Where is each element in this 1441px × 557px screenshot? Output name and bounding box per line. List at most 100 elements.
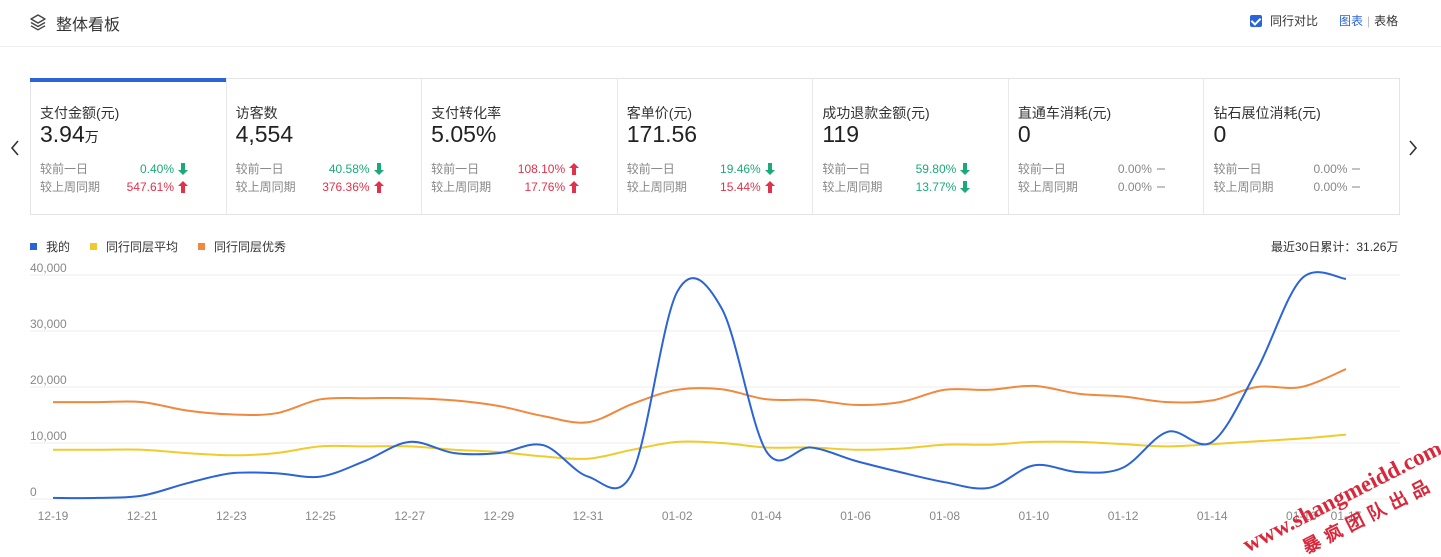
series-line-peer-top[interactable] (52, 368, 1347, 424)
compare-label: 较上周同期 (40, 180, 101, 194)
compare-label: 较上周同期 (431, 180, 492, 194)
chevron-right-icon[interactable] (1406, 138, 1420, 158)
y-tick-label: 30,000 (30, 317, 67, 331)
compare-value: 0.00% (1117, 179, 1152, 194)
compare-label: 较上周同期 (1017, 180, 1078, 194)
compare-prev-week: 较上周同期 15.44% (627, 178, 775, 195)
page-title: 整体看板 (56, 17, 121, 34)
arrow-up-icon (178, 180, 188, 193)
compare-label: 较上周同期 (235, 180, 296, 194)
dash-icon (1352, 185, 1361, 188)
compare-label: 较前一日 (626, 162, 675, 176)
trend-line-chart: 0 10,000 20,000 30,000 40,000 12-19 12-21 12-23… (30, 261, 1400, 523)
compare-value: 13.77% (915, 179, 957, 194)
x-tick-label: 01-14 (1197, 509, 1228, 523)
x-tick-label: 12-23 (216, 509, 247, 523)
compare-prev-day: 较前一日 0.00% (1213, 160, 1361, 177)
kpi-number: 171.56 (626, 121, 698, 147)
series-line-peer-avg[interactable] (52, 433, 1347, 460)
layers-icon (30, 14, 46, 31)
kpi-card[interactable]: 访客数 4,554 较前一日 40.58% 较上周同期 376.36% (227, 79, 423, 214)
legend-label-peer-top: 同行同层优秀 (214, 240, 287, 254)
kpi-value: 5.05% (431, 121, 496, 148)
x-tick-label: 12-25 (305, 509, 336, 523)
compare-prev-day: 较前一日 59.80% (822, 160, 971, 177)
view-separator: | (1367, 13, 1371, 28)
kpi-label: 支付金额(元) (40, 105, 120, 121)
kpi-number: 119 (822, 121, 859, 147)
legend-item-peer-top[interactable]: 同行同层优秀 (198, 238, 286, 255)
compare-label: 较前一日 (235, 162, 284, 176)
x-tick-label: 01-04 (751, 509, 782, 523)
kpi-label: 支付转化率 (431, 105, 502, 121)
legend-item-peer-avg[interactable]: 同行同层平均 (90, 238, 178, 255)
kpi-card[interactable]: 支付金额(元) 3.94万较前一日 0.40% 较上周同期 547.61% (30, 78, 227, 214)
legend-swatch-peer-avg (90, 243, 98, 250)
compare-prev-day: 较前一日 0.40% (40, 160, 188, 177)
compare-label: 较前一日 (40, 162, 89, 176)
kpi-card[interactable]: 支付转化率 5.05% 较前一日 108.10% 较上周同期 17.76% (422, 79, 618, 214)
compare-value: 0.40% (139, 161, 174, 176)
chart-legend: 我的 同行同层平均 同行同层优秀 (30, 238, 306, 255)
arrow-down-icon (178, 162, 188, 175)
arrow-down-icon (960, 162, 971, 175)
legend-item-mine[interactable]: 我的 (30, 238, 70, 255)
x-tick-label: 01-16 (1286, 509, 1317, 523)
legend-swatch-mine (30, 243, 37, 250)
kpi-cards: 支付金额(元) 3.94万 较前一日 0.40% 较上周同期 547.61% 访客数 4,55… (30, 78, 1400, 215)
y-tick-label: 40,000 (30, 261, 67, 275)
kpi-card[interactable]: 客单价(元) 171.56 较前一日 19.46% 较上周同期 15.44% (618, 79, 814, 214)
kpi-value: 0 (1213, 121, 1226, 148)
compare-value: 17.76% (524, 179, 566, 194)
kpi-card[interactable]: 钻石展位消耗(元) 0 较前一日 0.00% 较上周同期 0.00% (1204, 79, 1399, 214)
view-toggle: 图表 | 表格 (1339, 12, 1398, 29)
compare-value: 376.36% (322, 179, 370, 194)
x-tick-label: 12-19 (38, 509, 69, 523)
compare-prev-day: 较前一日 0.00% (1018, 160, 1166, 177)
kpi-value: 171.56 (627, 121, 697, 148)
series-line-mine[interactable] (52, 271, 1347, 500)
compare-value: 0.00% (1117, 161, 1152, 176)
peer-compare-toggle[interactable]: 同行对比 (1250, 12, 1318, 29)
compare-value: 0.00% (1313, 179, 1348, 194)
x-tick-label: 01-17 (1331, 509, 1362, 523)
compare-label: 较上周同期 (1213, 180, 1274, 194)
kpi-value: 119 (822, 121, 859, 148)
kpi-number: 5.05% (431, 121, 497, 147)
kpi-number: 4,554 (235, 121, 294, 147)
x-tick-label: 01-08 (929, 509, 960, 523)
compare-prev-day: 较前一日 108.10% (431, 160, 580, 177)
arrow-up-icon (764, 180, 775, 193)
kpi-label: 直通车消耗(元) (1017, 105, 1112, 121)
dash-icon (1352, 167, 1361, 170)
legend-label-peer-avg: 同行同层平均 (106, 240, 179, 254)
x-tick-label: 01-06 (840, 509, 871, 523)
arrow-down-icon (373, 162, 384, 175)
compare-value: 108.10% (517, 161, 566, 176)
kpi-card[interactable]: 成功退款金额(元) 119 较前一日 59.80% 较上周同期 13.77% (813, 79, 1009, 214)
view-chart-link[interactable]: 图表 (1339, 14, 1364, 28)
kpi-number: 3.94 (40, 121, 85, 147)
compare-label: 较前一日 (1213, 162, 1262, 176)
y-tick-label: 10,000 (30, 429, 67, 443)
compare-label: 较上周同期 (822, 180, 883, 194)
kpi-card[interactable]: 直通车消耗(元) 0 较前一日 0.00% 较上周同期 0.00% (1009, 79, 1205, 214)
kpi-unit: 万 (84, 129, 99, 145)
peer-compare-checkbox[interactable] (1250, 14, 1262, 27)
kpi-label: 客单价(元) (626, 105, 693, 121)
view-table-link[interactable]: 表格 (1374, 14, 1399, 28)
x-tick-label: 12-31 (573, 509, 604, 523)
compare-label: 较前一日 (1017, 162, 1066, 176)
chevron-left-icon[interactable] (8, 138, 22, 158)
compare-value: 547.61% (126, 179, 174, 194)
compare-prev-week: 较上周同期 376.36% (236, 178, 384, 195)
total-30-days: 最近30日累计：31.26万 (1271, 240, 1399, 254)
compare-label: 较上周同期 (626, 180, 687, 194)
arrow-up-icon (569, 180, 580, 193)
compare-value: 59.80% (915, 161, 957, 176)
dash-icon (1156, 185, 1165, 188)
x-tick-label: 12-21 (127, 509, 158, 523)
compare-prev-week: 较上周同期 0.00% (1018, 178, 1166, 195)
compare-prev-week: 较上周同期 0.00% (1213, 178, 1361, 195)
kpi-value: 3.94万 (40, 121, 99, 148)
